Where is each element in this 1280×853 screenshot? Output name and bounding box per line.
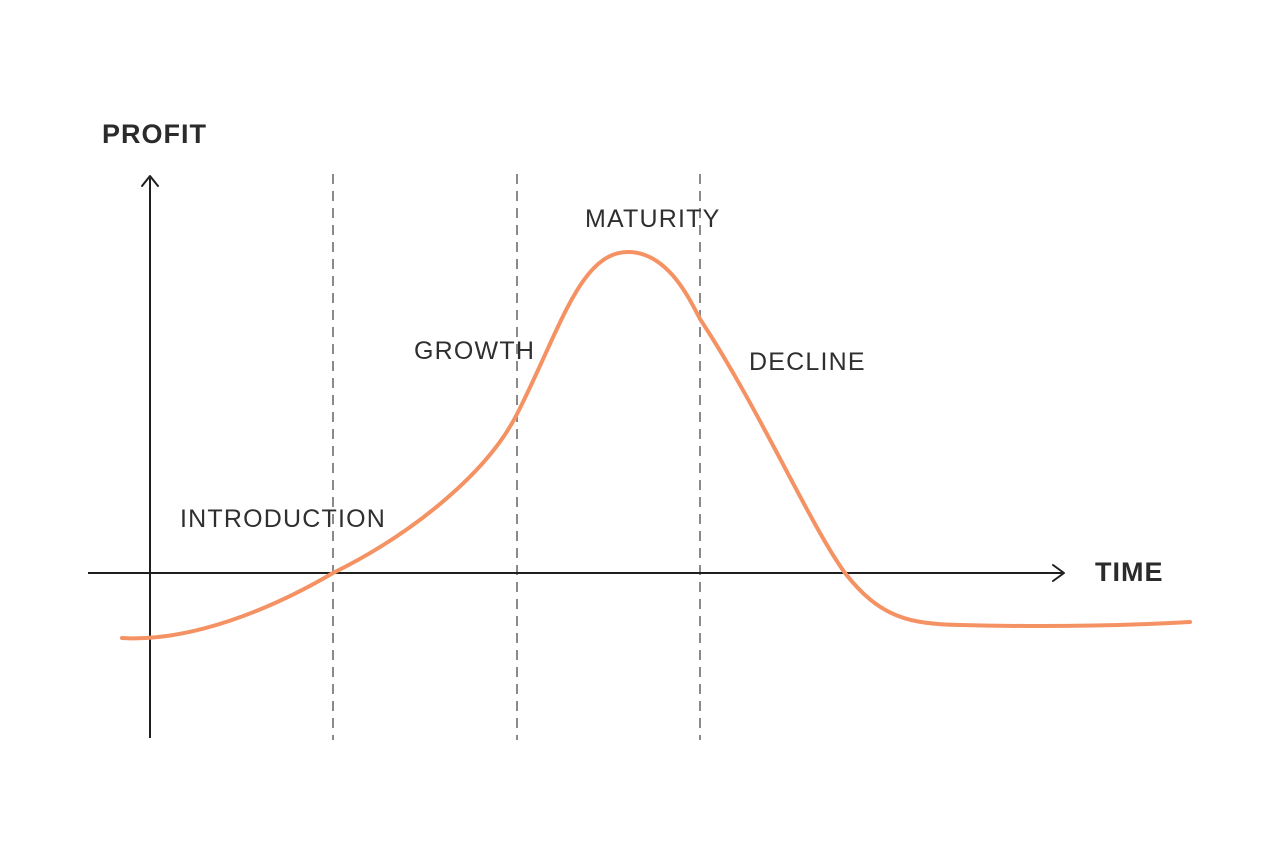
y-axis-title: PROFIT — [102, 119, 207, 149]
y-axis-arrow-icon — [141, 175, 159, 187]
stage-label-maturity: MATURITY — [585, 205, 721, 233]
axes — [88, 175, 1065, 738]
stage-dividers — [332, 174, 701, 740]
stage-label-decline: DECLINE — [749, 348, 866, 376]
x-axis-arrow-icon — [1052, 564, 1065, 582]
stage-labels: INTRODUCTION GROWTH MATURITY DECLINE — [180, 205, 866, 533]
axis-titles: PROFIT TIME — [102, 119, 1164, 587]
stage-label-growth: GROWTH — [414, 337, 535, 365]
stage-label-introduction: INTRODUCTION — [180, 505, 386, 533]
profit-curve — [120, 250, 1192, 641]
x-axis-title: TIME — [1095, 557, 1164, 587]
